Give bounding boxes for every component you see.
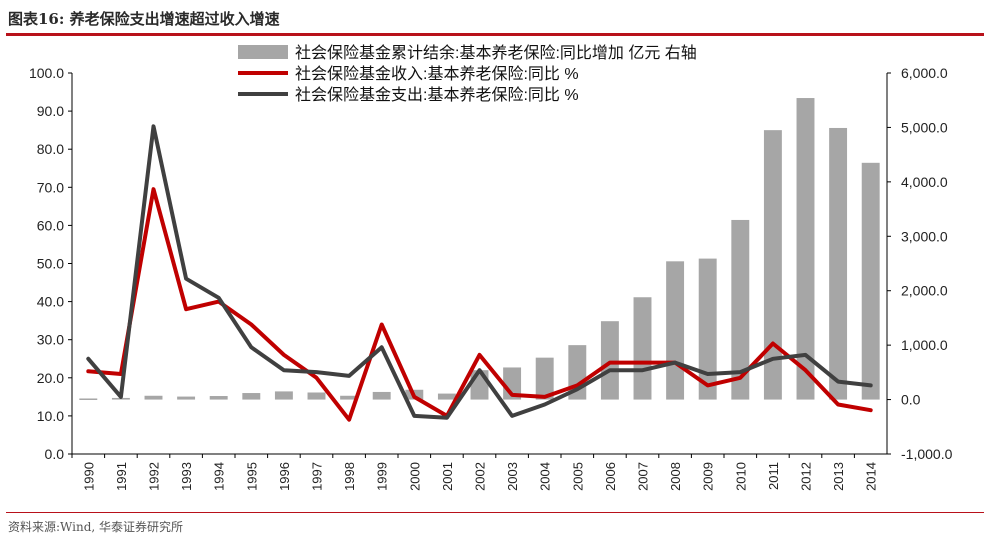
x-tick-label: 2012 xyxy=(799,462,814,491)
legend-label: 社会保险基金累计结余:基本养老保险:同比增加 亿元 右轴 xyxy=(295,43,697,62)
x-tick-label: 1991 xyxy=(114,462,129,491)
bar-2014 xyxy=(861,162,880,400)
axes-layer: 0.0 10.0 20.0 30.0 40.0 50.0 60.0 70.0 80.0 90.0 1… xyxy=(29,65,953,491)
bar-1993 xyxy=(177,396,196,400)
figure-title: 图表16: 养老保险支出增速超过收入增速 xyxy=(8,10,280,28)
right-tick-label: 4,000.0 xyxy=(901,174,948,190)
combo-chart: 0.0 10.0 20.0 30.0 40.0 50.0 60.0 70.0 80.0 90.0 1… xyxy=(29,43,953,491)
x-tick-label: 2013 xyxy=(831,462,846,491)
header-rule xyxy=(6,33,984,36)
bar-2009 xyxy=(698,258,717,400)
left-tick-label: 100.0 xyxy=(29,65,64,81)
x-tick-label: 1990 xyxy=(81,462,96,491)
bar-2008 xyxy=(666,261,685,400)
bar-1994 xyxy=(209,396,228,400)
x-tick-label: 2001 xyxy=(440,462,455,491)
left-tick-label: 40.0 xyxy=(37,294,64,310)
right-tick-label: 3,000.0 xyxy=(901,228,948,244)
x-tick-label: 1993 xyxy=(179,462,194,491)
x-tick-label: 2005 xyxy=(570,462,585,491)
left-tick-label: 90.0 xyxy=(37,103,64,119)
left-tick-label: 50.0 xyxy=(37,256,64,272)
legend-label: 社会保险基金收入:基本养老保险:同比 % xyxy=(295,65,579,83)
x-tick-label: 2007 xyxy=(636,462,651,491)
bar-2004 xyxy=(535,357,554,400)
bar-2012 xyxy=(796,98,815,400)
left-tick-label: 60.0 xyxy=(37,217,64,233)
x-tick-label: 1998 xyxy=(342,462,357,491)
right-tick-label: 6,000.0 xyxy=(901,65,948,81)
x-tick-label: 1999 xyxy=(375,462,390,491)
bar-2001 xyxy=(437,393,456,400)
source-note: 资料来源:Wind, 华泰证券研究所 xyxy=(8,520,184,534)
x-tick-label: 2009 xyxy=(701,462,716,491)
left-tick-label: 10.0 xyxy=(37,408,64,424)
x-tick-label: 2002 xyxy=(473,462,488,491)
left-tick-label: 0.0 xyxy=(45,446,65,462)
bar-1996 xyxy=(274,391,293,400)
bar-1992 xyxy=(144,395,163,400)
bar-2002 xyxy=(470,370,489,400)
x-tick-label: 1997 xyxy=(310,462,325,491)
figure-header: 图表16: 养老保险支出增速超过收入增速 xyxy=(0,0,991,36)
right-tick-label: 0.0 xyxy=(901,392,921,408)
x-tick-label: 1994 xyxy=(212,462,227,491)
right-tick-label: -1,000.0 xyxy=(901,446,953,462)
bar-1999 xyxy=(372,391,391,400)
x-tick-label: 2006 xyxy=(603,462,618,491)
left-tick-label: 70.0 xyxy=(37,179,64,195)
bar-2007 xyxy=(633,297,652,400)
bar-2013 xyxy=(829,127,848,400)
footer-rule xyxy=(6,512,984,513)
x-tick-label: 2011 xyxy=(766,462,781,490)
legend-label: 社会保险基金支出:基本养老保险:同比 % xyxy=(295,86,579,104)
right-tick-label: 5,000.0 xyxy=(901,119,948,135)
bar-2010 xyxy=(731,219,750,400)
left-tick-label: 80.0 xyxy=(37,141,64,157)
x-tick-label: 1992 xyxy=(147,462,162,491)
left-tick-label: 30.0 xyxy=(37,332,64,348)
x-tick-label: 2000 xyxy=(407,462,422,491)
right-tick-label: 1,000.0 xyxy=(901,337,948,353)
bar-1990 xyxy=(79,398,98,400)
x-tick-label: 1995 xyxy=(244,462,259,491)
bar-1997 xyxy=(307,392,326,400)
x-tick-label: 2004 xyxy=(538,462,553,491)
bar-1995 xyxy=(242,393,261,400)
bar-1998 xyxy=(340,395,359,400)
left-tick-label: 20.0 xyxy=(37,370,64,386)
x-tick-label: 2010 xyxy=(733,462,748,491)
legend: 社会保险基金累计结余:基本养老保险:同比增加 亿元 右轴社会保险基金收入:基本养… xyxy=(238,43,697,104)
x-tick-label: 2003 xyxy=(505,462,520,491)
bar-2006 xyxy=(600,321,619,400)
line-series-layer xyxy=(86,124,873,422)
right-tick-label: 2,000.0 xyxy=(901,283,948,299)
x-tick-label: 2008 xyxy=(668,462,683,491)
legend-swatch-bar xyxy=(238,45,288,59)
x-tick-label: 1996 xyxy=(277,462,292,491)
bar-2011 xyxy=(763,130,782,400)
x-tick-label: 2014 xyxy=(864,462,879,491)
